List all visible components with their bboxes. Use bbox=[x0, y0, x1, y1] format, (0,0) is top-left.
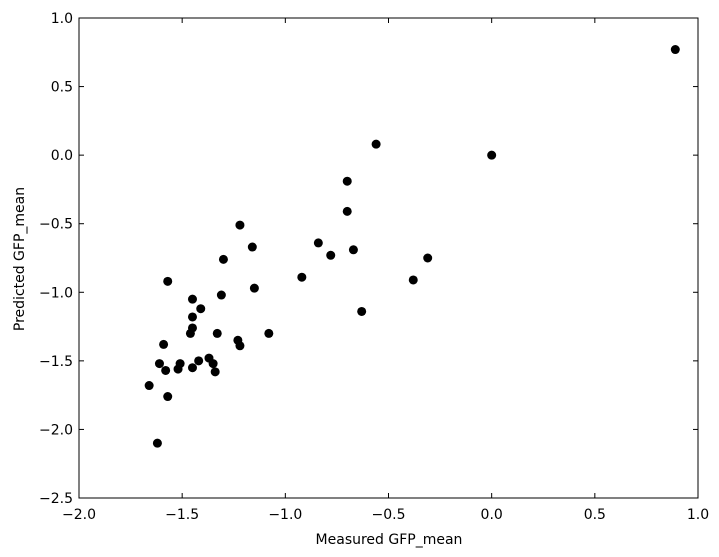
data-point bbox=[163, 276, 173, 286]
data-point bbox=[247, 242, 257, 252]
x-tick-label: −1.0 bbox=[268, 507, 302, 523]
y-tick-label: 0.0 bbox=[51, 148, 73, 164]
data-point bbox=[187, 363, 197, 373]
data-point bbox=[218, 254, 228, 264]
x-tick-label: −2.0 bbox=[62, 507, 96, 523]
data-point bbox=[326, 250, 336, 260]
x-tick-label: 0.5 bbox=[584, 507, 606, 523]
axis-ticks bbox=[78, 17, 699, 499]
data-point bbox=[196, 304, 206, 314]
plot-border bbox=[78, 17, 699, 499]
x-tick-label: 1.0 bbox=[687, 507, 709, 523]
data-point bbox=[357, 306, 367, 316]
data-point bbox=[216, 290, 226, 300]
data-point bbox=[264, 328, 274, 338]
data-point bbox=[154, 359, 164, 369]
data-point bbox=[313, 238, 323, 248]
data-point bbox=[152, 438, 162, 448]
y-tick-label: −0.5 bbox=[39, 217, 73, 233]
data-point bbox=[187, 294, 197, 304]
data-point bbox=[297, 272, 307, 282]
data-point bbox=[342, 176, 352, 186]
data-point bbox=[371, 139, 381, 149]
data-point bbox=[185, 328, 195, 338]
data-point bbox=[208, 359, 218, 369]
x-tick-labels: −2.0 −1.5 −1.0 −0.5 0.0 0.5 1.0 bbox=[62, 507, 709, 523]
data-point bbox=[249, 283, 259, 293]
data-point bbox=[212, 328, 222, 338]
plot-frame bbox=[78, 17, 699, 499]
data-point bbox=[163, 392, 173, 402]
y-tick-label: −1.0 bbox=[39, 285, 73, 301]
data-point bbox=[348, 245, 358, 255]
data-point bbox=[235, 220, 245, 230]
y-tick-label: −2.0 bbox=[39, 422, 73, 438]
data-point bbox=[144, 381, 154, 391]
data-point bbox=[210, 367, 220, 377]
data-point bbox=[159, 339, 169, 349]
data-point bbox=[194, 356, 204, 366]
y-tick-label: 1.0 bbox=[51, 11, 73, 27]
y-tick-label: −1.5 bbox=[39, 354, 73, 370]
y-tick-label: 0.5 bbox=[51, 80, 73, 96]
data-points bbox=[144, 45, 680, 448]
data-point bbox=[235, 341, 245, 351]
data-point bbox=[173, 364, 183, 374]
y-axis-label: Predicted GFP_mean bbox=[12, 187, 28, 331]
data-point bbox=[423, 253, 433, 263]
y-tick-label: −2.5 bbox=[39, 491, 73, 507]
x-tick-label: 0.0 bbox=[481, 507, 503, 523]
data-point bbox=[187, 312, 197, 322]
data-point bbox=[670, 45, 680, 55]
x-axis-label: Measured GFP_mean bbox=[316, 532, 463, 548]
x-tick-label: −0.5 bbox=[372, 507, 406, 523]
data-point bbox=[342, 206, 352, 216]
data-point bbox=[487, 150, 497, 160]
x-tick-label: −1.5 bbox=[165, 507, 199, 523]
data-point bbox=[161, 365, 171, 375]
y-tick-labels: −2.5 −2.0 −1.5 −1.0 −0.5 0.0 0.5 1.0 bbox=[39, 11, 73, 507]
data-point bbox=[408, 275, 418, 285]
